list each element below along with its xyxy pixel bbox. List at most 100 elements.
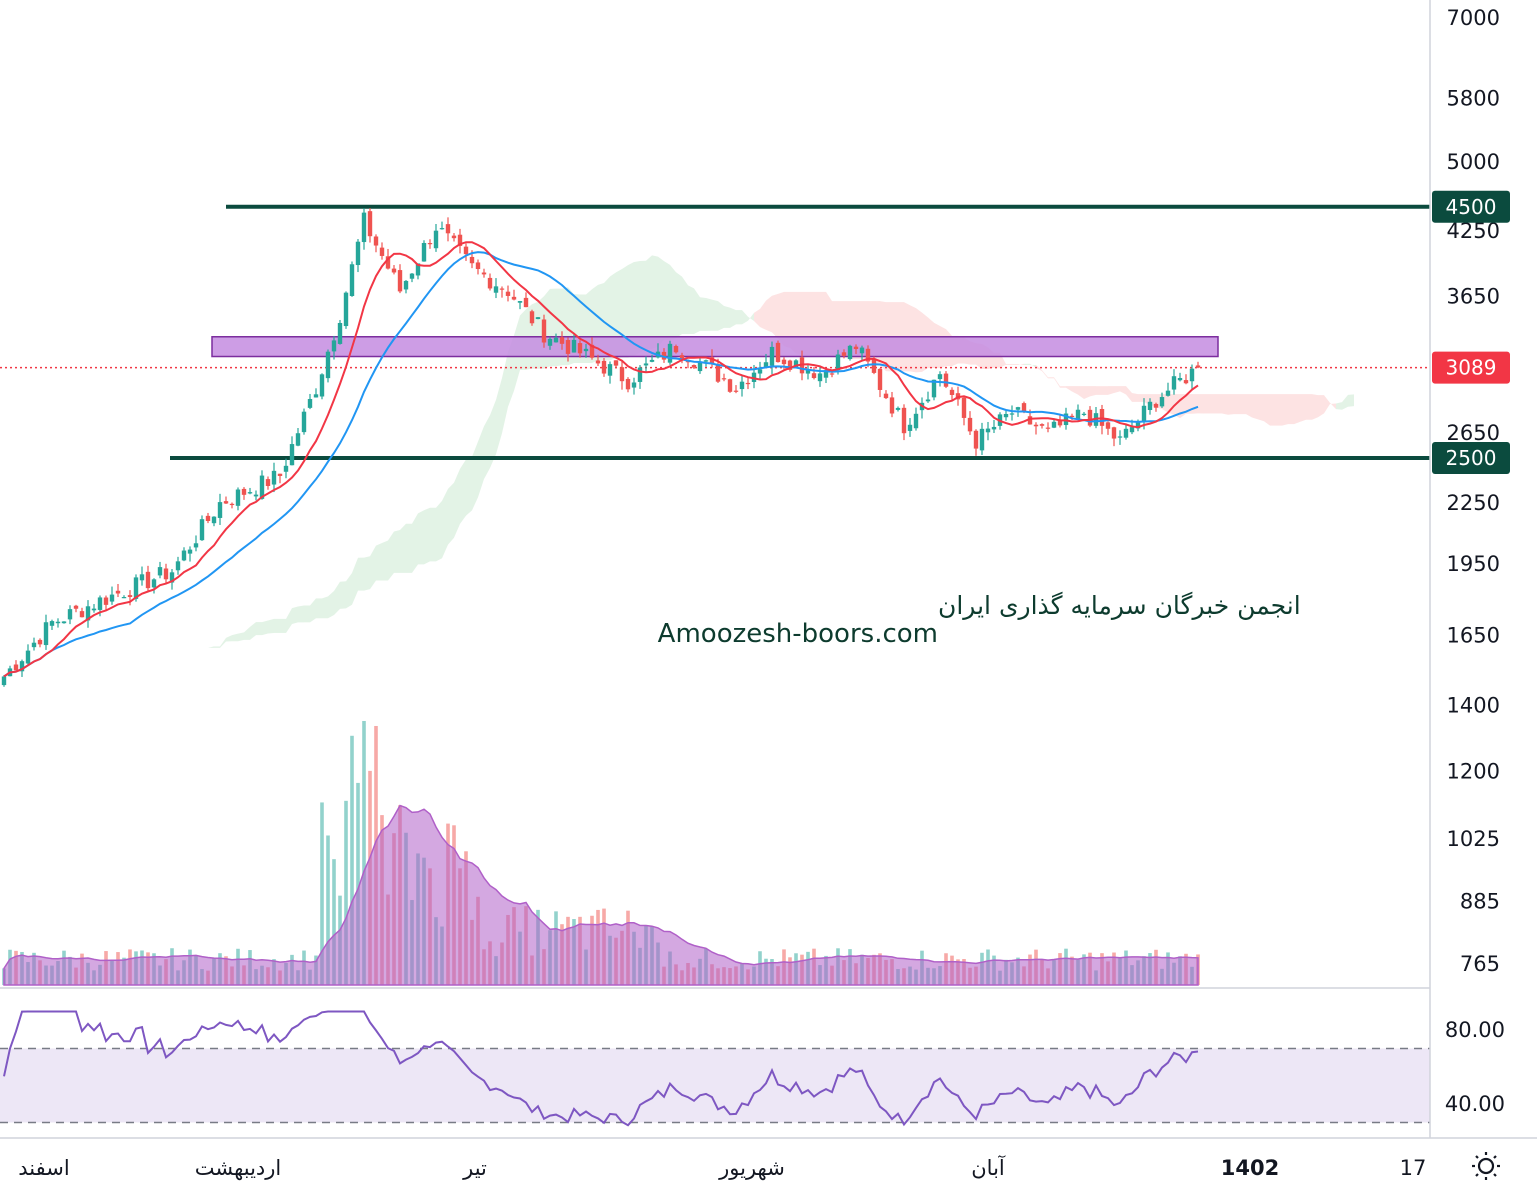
cloud-segment bbox=[1306, 394, 1312, 420]
cloud-segment bbox=[1096, 386, 1102, 395]
time-axis[interactable]: اسفند اردیبهشت تیر شهریور آبان 1402 17 bbox=[18, 1155, 1426, 1180]
rsi-axis[interactable]: 80.00 40.00 bbox=[1445, 1018, 1505, 1116]
cloud-segment bbox=[376, 543, 382, 581]
candle-body bbox=[61, 621, 67, 624]
candle-body bbox=[559, 337, 565, 344]
candle-body bbox=[253, 494, 259, 497]
cloud-segment bbox=[718, 301, 724, 331]
candle-body bbox=[313, 394, 319, 398]
candle-body bbox=[697, 361, 703, 372]
price-tick-label: 1025 bbox=[1447, 827, 1500, 851]
cloud-segment bbox=[1114, 386, 1120, 393]
cloud-segment bbox=[478, 426, 484, 498]
candle-body bbox=[205, 515, 211, 521]
cloud-segment bbox=[466, 456, 472, 516]
cloud-segment bbox=[1300, 394, 1306, 422]
candle-body bbox=[901, 407, 907, 434]
price-tick-label: 5000 bbox=[1447, 150, 1500, 174]
candle-body bbox=[199, 519, 205, 541]
candle-body bbox=[613, 360, 619, 366]
candle-body bbox=[523, 297, 529, 308]
candle-body bbox=[187, 549, 193, 554]
candles bbox=[1, 208, 1201, 687]
candle-body bbox=[775, 342, 781, 363]
candle-body bbox=[571, 339, 577, 353]
cloud-segment bbox=[232, 633, 238, 642]
cloud-segment bbox=[208, 646, 214, 648]
candle-body bbox=[973, 430, 979, 449]
moving-average-slow bbox=[3, 251, 1199, 678]
candle-body bbox=[625, 378, 631, 390]
candle-body bbox=[337, 322, 343, 344]
candle-body bbox=[739, 381, 745, 390]
candle-body bbox=[1009, 413, 1015, 415]
cloud-segment bbox=[676, 272, 682, 339]
settings-sun-icon[interactable] bbox=[1472, 1152, 1500, 1180]
volume-bar bbox=[320, 802, 324, 985]
cloud-segment bbox=[304, 605, 310, 623]
candle-body bbox=[913, 413, 919, 429]
cloud-segment bbox=[1264, 394, 1270, 426]
cloud-segment bbox=[1024, 363, 1030, 366]
candle-body bbox=[379, 247, 385, 256]
cloud-segment bbox=[316, 598, 322, 619]
candle-body bbox=[589, 344, 595, 358]
watermark-title: انجمن خبرگان سرمایه گذاری ایران bbox=[938, 591, 1301, 620]
volume-bar bbox=[350, 735, 354, 985]
candle-body bbox=[271, 470, 277, 485]
candle-body bbox=[265, 479, 271, 486]
cloud-segment bbox=[358, 557, 364, 591]
candle-body bbox=[607, 364, 613, 376]
candle-body bbox=[43, 622, 49, 646]
candle-body bbox=[979, 428, 985, 451]
volume-average-area bbox=[3, 804, 1199, 986]
price-tick-label: 2650 bbox=[1447, 421, 1500, 445]
candle-body bbox=[853, 346, 859, 349]
cloud-segment bbox=[754, 308, 760, 328]
candle-body bbox=[601, 360, 607, 374]
candle-body bbox=[385, 256, 391, 269]
price-tick-label: 2250 bbox=[1447, 491, 1500, 515]
candle-body bbox=[745, 382, 751, 385]
candle-body bbox=[925, 399, 931, 402]
candle-body bbox=[49, 621, 55, 626]
price-tags: 4500 2500 3089 bbox=[1432, 190, 1510, 474]
cloud-segment bbox=[652, 255, 658, 349]
candle-body bbox=[301, 411, 307, 433]
cloud-segment bbox=[502, 352, 508, 434]
price-axis[interactable]: 7000 5800 5000 4250 3650 2650 2250 1950 1650 1400… bbox=[1447, 6, 1500, 976]
candle-body bbox=[145, 571, 151, 589]
candle-body bbox=[691, 365, 697, 368]
candle-body bbox=[391, 268, 397, 273]
candle-body bbox=[811, 373, 817, 379]
time-tick-label: آبان bbox=[971, 1155, 1006, 1180]
cloud-segment bbox=[334, 581, 340, 616]
candle-body bbox=[889, 397, 895, 414]
candle-body bbox=[1003, 413, 1009, 418]
candle-body bbox=[991, 426, 997, 430]
cloud-segment bbox=[1294, 394, 1300, 425]
volume-bar bbox=[332, 859, 336, 985]
candle-body bbox=[1117, 436, 1123, 438]
candle-body bbox=[1027, 416, 1033, 425]
cloud-segment bbox=[1018, 363, 1024, 366]
candle-body bbox=[763, 362, 769, 368]
candle-body bbox=[1147, 401, 1153, 411]
cloud-segment bbox=[1006, 363, 1012, 365]
candle-body bbox=[877, 368, 883, 390]
candle-body bbox=[565, 340, 571, 354]
candle-body bbox=[643, 363, 649, 366]
cloud-segment bbox=[448, 482, 454, 545]
cloud-segment bbox=[730, 307, 736, 328]
candle-body bbox=[325, 351, 331, 379]
candle-body bbox=[247, 492, 253, 494]
candle-body bbox=[295, 433, 301, 446]
candle-body bbox=[1063, 413, 1069, 426]
cloud-segment bbox=[406, 523, 412, 573]
cloud-segment bbox=[382, 540, 388, 581]
cloud-segment bbox=[262, 620, 268, 636]
candle-body bbox=[1189, 368, 1195, 382]
candle-body bbox=[847, 345, 853, 360]
cloud-segment bbox=[460, 459, 466, 524]
